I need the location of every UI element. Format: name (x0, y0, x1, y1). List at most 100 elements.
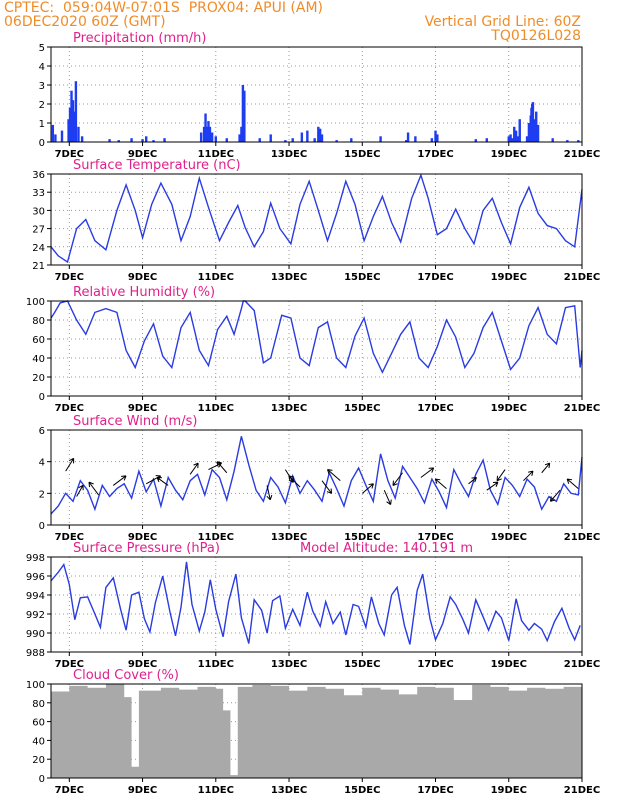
cloud-ytick-label: 0 (39, 774, 45, 785)
cloud-xtick-label: 7DEC (55, 785, 84, 796)
precip-bar (535, 111, 538, 142)
precip-bar (269, 134, 272, 142)
precip-bar (243, 90, 246, 142)
precip-bar (313, 138, 316, 142)
temp-xtick-label: 9DEC (128, 272, 157, 283)
wind-arrow (266, 485, 273, 501)
wind-arrow (361, 483, 374, 494)
precip-bar (507, 136, 510, 142)
pres-ytick-label: 992 (26, 610, 45, 621)
wind-arrow (327, 468, 341, 482)
temp-ytick-label: 21 (32, 261, 45, 272)
precip-xtick-label: 9DEC (128, 149, 157, 160)
precip-bar (108, 139, 111, 142)
precip-bar (54, 134, 57, 142)
precip-bar (434, 130, 437, 142)
precip-bar (577, 140, 580, 142)
pres-xtick-label: 19DEC (491, 659, 527, 670)
precip-bar (516, 136, 520, 142)
precip-bar (152, 140, 155, 142)
precip-title: Precipitation (mm/h) (73, 31, 206, 46)
precip-bar (67, 119, 70, 142)
wind-xtick-label: 7DEC (55, 532, 84, 543)
wind-arrow (112, 475, 127, 486)
precip-ytick-label: 5 (39, 43, 45, 54)
wind-xtick-label: 17DEC (417, 532, 453, 543)
pres-ytick-label: 996 (26, 572, 45, 583)
rh-panel: Relative Humidity (%) 0 20 40 60 80 100 7DEC 9DE… (26, 285, 600, 414)
precip-bar (527, 123, 531, 142)
temp-xtick-label: 19DEC (491, 272, 527, 283)
precip-bar (204, 113, 207, 142)
pres-ytick-label: 994 (26, 591, 45, 602)
pres-xtick-label: 21DEC (564, 659, 600, 670)
wind-arrow (189, 462, 199, 475)
wind-arrow (486, 481, 499, 491)
precip-bar (406, 132, 410, 142)
precip-bar (531, 102, 535, 142)
precip-bar (518, 119, 521, 142)
precip-bar (511, 138, 514, 142)
wind-arrow (216, 461, 228, 474)
rh-xtick-label: 7DEC (55, 403, 84, 414)
wind-arrow (288, 475, 301, 488)
temp-ytick-label: 27 (32, 225, 45, 236)
pres-xtick-label: 15DEC (344, 659, 380, 670)
precip-bar (51, 124, 55, 142)
rh-ytick-label: 60 (32, 335, 45, 346)
wind-panel: Surface Wind (m/s) 0 2 4 6 7DEC 9DEC 11DEC 13DEC… (39, 414, 601, 543)
precip-panel: Precipitation (mm/h) 0 1 2 3 4 5 7DEC 9DEC 11DEC 1… (39, 31, 601, 160)
wind-xtick-label: 15DEC (344, 532, 380, 543)
precip-bar (208, 126, 212, 142)
precip-ytick-label: 2 (39, 100, 45, 111)
wind-frame (50, 429, 583, 526)
precip-bar (379, 136, 382, 142)
temp-ytick-label: 36 (32, 170, 45, 181)
cloud-ytick-label: 60 (32, 718, 45, 729)
cloud-title: Cloud Cover (%) (73, 668, 179, 683)
rh-xtick-label: 21DEC (564, 403, 600, 414)
wind-xtick-label: 13DEC (271, 532, 307, 543)
wind-arrow (88, 481, 100, 496)
wind-xtick-label: 11DEC (198, 532, 234, 543)
wind-arrow (468, 476, 477, 485)
temp-xtick-label: 7DEC (55, 272, 84, 283)
precip-bar (141, 139, 144, 142)
cloud-xtick-label: 19DEC (491, 785, 527, 796)
precip-bar (238, 134, 241, 142)
precip-bar (430, 138, 434, 142)
precip-xtick-label: 15DEC (344, 149, 380, 160)
wind-xtick-label: 19DEC (491, 532, 527, 543)
precip-bar (68, 107, 72, 142)
precip-bar (71, 100, 75, 142)
pres-ytick-label: 990 (26, 629, 45, 640)
temp-panel: Surface Temperature (nC) 21 24 27 30 33 36 7DEC… (32, 158, 600, 283)
cloud-xtick-label: 11DEC (198, 785, 234, 796)
precip-xtick-label: 17DEC (417, 149, 453, 160)
wind-xtick-label: 21DEC (564, 532, 600, 543)
precip-frame (50, 46, 583, 143)
wind-ytick-label: 2 (39, 489, 45, 500)
wind-arrow (76, 484, 84, 497)
pres-annotation: Model Altitude: 140.191 m (300, 541, 473, 556)
precip-bar (335, 140, 338, 142)
wind-arrow (156, 476, 169, 486)
cloud-xtick-label: 15DEC (344, 785, 380, 796)
precip-bar (60, 130, 64, 142)
precip-bar (145, 136, 148, 142)
precip-bar (291, 138, 294, 142)
wind-arrow (65, 457, 75, 472)
precip-bar (300, 132, 304, 142)
temp-ytick-label: 33 (32, 188, 45, 199)
precip-ytick-label: 1 (39, 119, 45, 130)
precip-bar (350, 138, 353, 142)
header-grid-line: Vertical Grid Line: 60Z (424, 14, 581, 30)
temp-ytick-label: 30 (32, 206, 45, 217)
precip-bar (320, 134, 324, 142)
pres-title: Surface Pressure (hPa) (73, 541, 220, 556)
precip-bar (207, 121, 210, 142)
precip-bar (199, 132, 203, 142)
header-date: 06DEC2020 60Z (GMT) (4, 14, 166, 30)
